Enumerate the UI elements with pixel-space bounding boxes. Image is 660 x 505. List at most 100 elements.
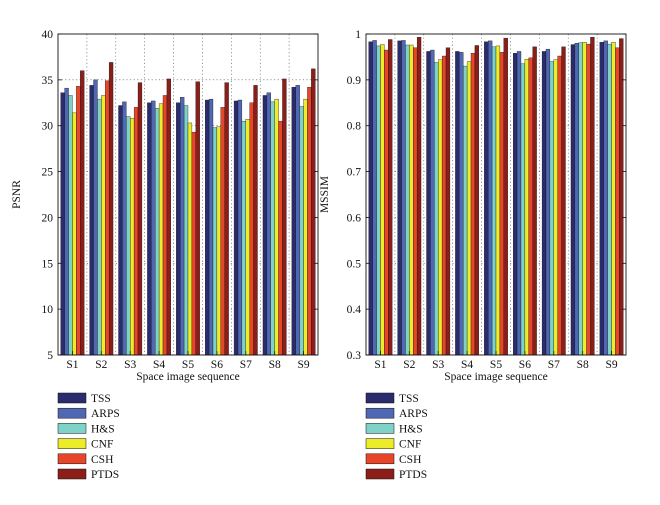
chart1-x-tick-label-s9: S9 [297, 359, 309, 371]
chart1-legend-swatch-tss [57, 392, 87, 404]
chart1-bar-arps-s4 [151, 100, 156, 356]
chart2-bar-csh-s2 [413, 47, 418, 356]
chart1-bar-ptds-s9 [311, 68, 316, 356]
chart2-bar-arps-s6 [516, 51, 522, 356]
chart1-bar-csh-s4 [162, 95, 168, 356]
chart1-x-tick-label-s8: S8 [269, 359, 281, 371]
chart1-y-tick-label: 30 [42, 121, 54, 133]
chart2-bar-cnf-s4 [466, 61, 472, 356]
chart1-legend-label-ptds: PTDS [91, 469, 119, 481]
chart2-bar-arps-s4 [459, 52, 464, 356]
chart1-bar-hands-s8 [270, 101, 275, 356]
chart2-x-axis-label: Space image sequence [444, 371, 547, 383]
chart2-y-tick-label: 0.7 [347, 167, 362, 179]
chart1-bar-arps-s1 [64, 87, 69, 356]
chart1-legend-label-csh: CSH [91, 454, 113, 466]
chart1-bar-hands-s7 [241, 120, 246, 356]
chart1-bar-ptds-s5 [195, 81, 200, 356]
chart1-bar-hands-s9 [299, 106, 304, 356]
chart2-bar-hands-s7 [549, 61, 554, 356]
chart1-bar-arps-s8 [266, 92, 271, 356]
chart2-bar-ptds-s9 [619, 38, 624, 356]
chart1-bar-cnf-s4 [158, 103, 164, 356]
chart2-bar-hands-s3 [434, 62, 439, 356]
chart1-y-axis-label: PSNR [11, 180, 23, 209]
chart1-legend-label-tss: TSS [91, 393, 111, 405]
chart2-legend-swatch-arps [365, 407, 395, 419]
chart1-legend-swatch-csh [57, 453, 87, 465]
chart1-group: 5 10 15 20 25 30 35 40 S1 S2 S3 S4 S5 S6 S7 S8 S9 Space i… [11, 29, 319, 481]
chart2-y-tick-label: 0.6 [347, 212, 362, 224]
chart2-bar-arps-s7 [545, 48, 551, 356]
chart2-legend-swatch-cnf [365, 438, 395, 449]
chart1-y-tick-label: 40 [42, 29, 54, 41]
chart2-y-tick-label: 0.5 [347, 258, 362, 270]
chart2-y-tick-label: 0.4 [347, 304, 362, 316]
chart1-x-tick-label-s2: S2 [95, 359, 107, 371]
chart2-bar-tss-s5 [484, 41, 489, 356]
chart1-bar-csh-s8 [278, 120, 283, 356]
chart1-bar-csh-s6 [220, 107, 225, 356]
chart1-y-tick-label: 15 [42, 258, 54, 270]
chart2-x-tick-label-s3: S3 [432, 359, 444, 371]
chart1-y-tick-label: 25 [42, 167, 54, 179]
chart2-bar-hands-s6 [520, 63, 526, 356]
chart1-bar-ptds-s7 [253, 85, 258, 356]
chart2-bar-hands-s5 [491, 46, 497, 356]
chart2-legend-swatch-tss [365, 392, 395, 404]
chart2-bar-csh-s4 [470, 53, 476, 356]
chart2-bar-hands-s2 [405, 44, 410, 356]
chart2-bar-cnf-s6 [524, 59, 529, 356]
chart1-legend-label-cnf: CNF [91, 439, 113, 451]
chart2-legend-swatch-csh [365, 453, 395, 465]
chart2-bar-tss-s3 [426, 51, 431, 356]
chart1-bar-ptds-s4 [166, 78, 171, 356]
chart2-bar-tss-s8 [570, 44, 576, 356]
chart2-bar-tss-s6 [513, 53, 518, 356]
chart1-bar-tss-s3 [118, 105, 123, 356]
chart1-bar-csh-s9 [307, 87, 312, 356]
chart1-bar-tss-s5 [176, 102, 181, 356]
chart1-bar-tss-s7 [233, 100, 239, 356]
chart1-legend: TSS ARPS H&S CNF CSH PTDS [57, 392, 120, 481]
chart1-bar-csh-s2 [105, 80, 110, 356]
chart2-bar-arps-s3 [430, 49, 435, 356]
chart1-bar-ptds-s2 [108, 62, 114, 356]
chart2-bar-csh-s3 [441, 55, 447, 356]
chart1-bar-cnf-s1 [72, 112, 77, 356]
chart2-bar-csh-s6 [528, 57, 533, 356]
chart1-bar-hands-s2 [97, 98, 102, 356]
chart2-x-tick-label-s8: S8 [577, 359, 589, 371]
chart2-bar-ptds-s5 [503, 37, 508, 356]
chart1-bar-arps-s5 [180, 97, 185, 356]
chart2-bar-ptds-s6 [532, 46, 537, 356]
chart2-x-tick-label-s4: S4 [461, 359, 473, 371]
chart1-x-axis-label: Space image sequence [136, 371, 239, 383]
chart2-bar-tss-s2 [397, 40, 402, 356]
chart2-bar-hands-s4 [463, 65, 468, 356]
chart1-bar-ptds-s8 [282, 78, 287, 356]
chart2-bar-tss-s4 [455, 51, 460, 356]
chart2-x-tick-label-s9: S9 [605, 359, 617, 371]
chart1-y-tick-label: 35 [42, 75, 54, 87]
chart2-group: 0.3 0.4 0.5 0.6 0.7 0.8 0.9 1 S1 S2 S3 S4 S5 S6 S7 S8 S9… [319, 29, 627, 481]
chart2-legend-label-cnf: CNF [399, 439, 421, 451]
chart1-bar-arps-s7 [237, 99, 243, 356]
chart1-bar-ptds-s1 [80, 70, 85, 356]
chart2-y-tick-label: 0.9 [347, 75, 362, 87]
chart2-legend-swatch-hands [365, 423, 395, 434]
chart2-x-tick-label-s7: S7 [548, 359, 560, 371]
chart1-bar-hands-s1 [68, 95, 73, 356]
chart2-bar-arps-s9 [603, 40, 608, 356]
chart2-bar-tss-s9 [599, 42, 604, 356]
chart1-bar-csh-s1 [76, 86, 81, 356]
chart2-x-tick-label-s2: S2 [403, 359, 415, 371]
chart2-bar-csh-s8 [586, 43, 591, 356]
chart1-bar-arps-s3 [122, 101, 127, 356]
chart2-bar-arps-s1 [372, 40, 377, 356]
chart1-bar-arps-s6 [208, 98, 214, 356]
chart2-legend-label-tss: TSS [399, 393, 419, 405]
chart1-y-tick-label: 20 [42, 212, 54, 224]
chart2-legend-label-csh: CSH [399, 454, 421, 466]
chart1-bar-tss-s9 [291, 87, 296, 356]
